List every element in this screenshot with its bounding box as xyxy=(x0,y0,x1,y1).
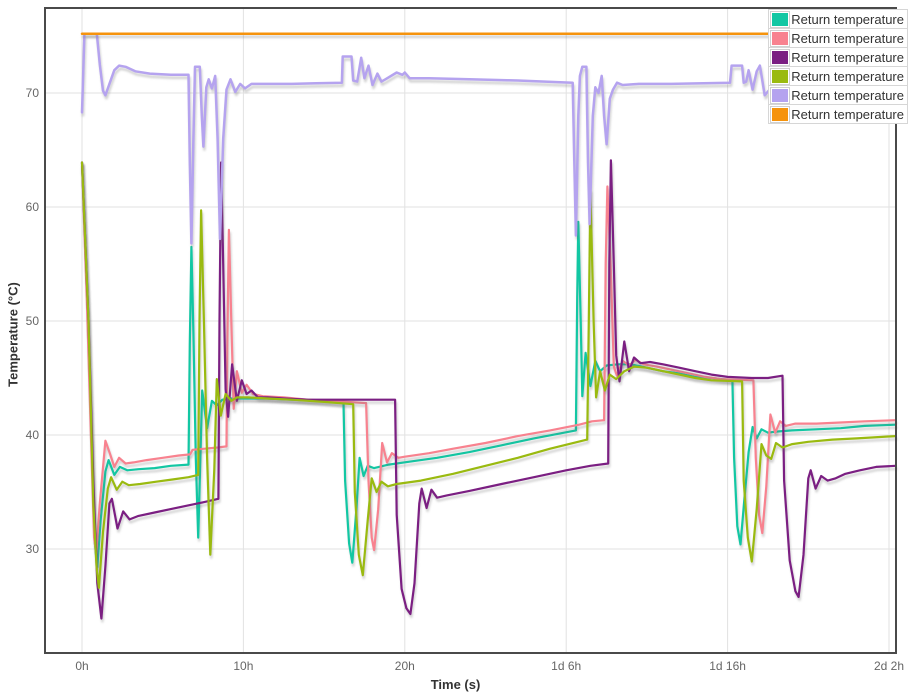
series-line-3 xyxy=(80,159,897,620)
x-tick-label: 2d 2h xyxy=(874,659,904,673)
legend-item-1[interactable]: Return temperature xyxy=(768,9,908,29)
legend: Return temperature Return temperature Retu… xyxy=(768,9,908,124)
legend-swatch-icon xyxy=(770,10,791,28)
legend-item-label: Return temperature xyxy=(791,106,904,122)
x-tick-label: 0h xyxy=(75,659,88,673)
y-axis-title: Temperature (°C) xyxy=(5,282,21,387)
x-tick-label: 10h xyxy=(233,659,253,673)
series-line-4 xyxy=(80,161,897,589)
plot-frame xyxy=(44,7,897,654)
series-line-2 xyxy=(80,161,897,555)
legend-item-label: Return temperature xyxy=(791,30,904,46)
y-tick-label: 50 xyxy=(26,314,40,328)
legend-swatch-icon xyxy=(770,67,791,85)
legend-item-6[interactable]: Return temperature xyxy=(768,104,908,124)
legend-item-2[interactable]: Return temperature xyxy=(768,28,908,48)
legend-item-label: Return temperature xyxy=(791,68,904,84)
series-line-5 xyxy=(80,32,897,245)
legend-item-5[interactable]: Return temperature xyxy=(768,85,908,105)
x-tick-label: 1d 16h xyxy=(709,659,746,673)
y-tick-label: 70 xyxy=(26,86,40,100)
y-tick-label: 60 xyxy=(26,200,40,214)
x-tick-label: 1d 6h xyxy=(551,659,581,673)
legend-item-label: Return temperature xyxy=(791,87,904,103)
legend-swatch-icon xyxy=(770,105,791,123)
legend-swatch-icon xyxy=(770,48,791,66)
legend-item-label: Return temperature xyxy=(791,11,904,27)
legend-item-label: Return temperature xyxy=(791,49,904,65)
x-tick-label: 20h xyxy=(395,659,415,673)
y-tick-label: 40 xyxy=(26,428,40,442)
legend-item-3[interactable]: Return temperature xyxy=(768,47,908,67)
x-axis-title: Time (s) xyxy=(430,677,481,692)
y-tick-label: 30 xyxy=(26,542,40,556)
legend-item-4[interactable]: Return temperature xyxy=(768,66,908,86)
legend-swatch-icon xyxy=(770,29,791,47)
legend-swatch-icon xyxy=(770,86,791,104)
